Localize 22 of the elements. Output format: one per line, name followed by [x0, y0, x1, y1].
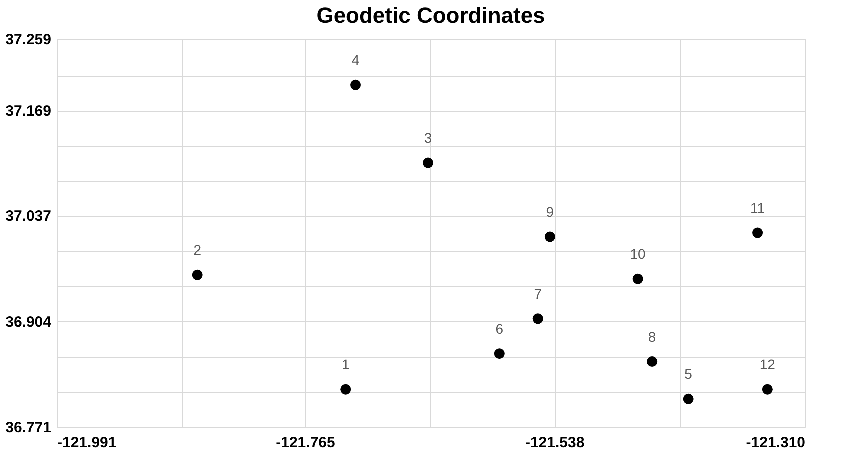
- annotation: 9: [546, 204, 554, 220]
- annotation: 10: [630, 246, 646, 262]
- annotation: 4: [352, 52, 360, 68]
- y-tick-label: 37.169: [6, 103, 52, 120]
- y-tick-label: 36.771: [6, 420, 52, 436]
- annotation: 6: [496, 320, 504, 337]
- chart-title: Geodetic Coordinates: [316, 3, 546, 28]
- annotation: 5: [684, 366, 693, 382]
- annotation: 2: [194, 242, 202, 258]
- annotation: 8: [648, 328, 656, 345]
- annotation: 1: [342, 356, 350, 373]
- x-tick-label: -121.310: [746, 434, 806, 452]
- y-tick-label: 36.904: [6, 314, 52, 331]
- annotation: 11: [750, 200, 766, 216]
- y-tick-label: 37.259: [6, 32, 52, 48]
- annotation: 3: [424, 130, 432, 146]
- annotation: 12: [760, 356, 776, 373]
- x-tick-label: -121.765: [276, 434, 336, 452]
- x-tick-label: -121.991: [58, 434, 117, 452]
- annotation: 7: [534, 286, 542, 302]
- x-tick-label: -121.538: [525, 434, 585, 452]
- y-tick-label: 37.037: [6, 208, 52, 226]
